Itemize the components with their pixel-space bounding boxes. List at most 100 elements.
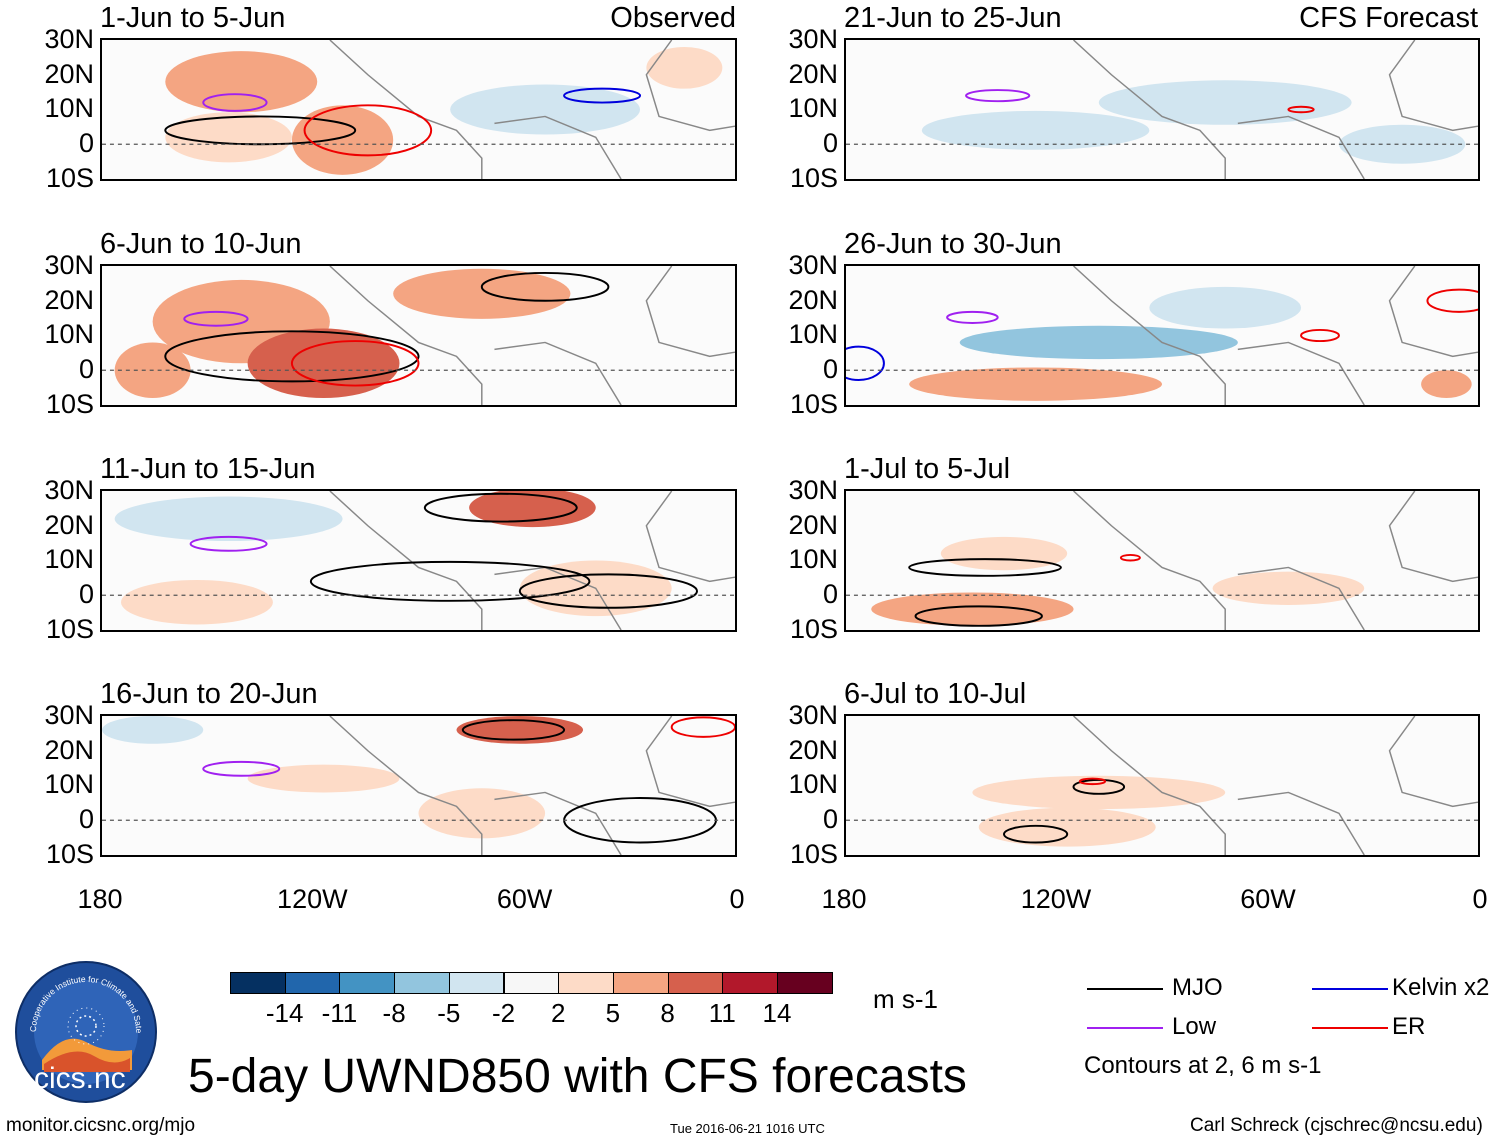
lat-tick-label: 10N <box>788 93 838 124</box>
colorbar-swatch <box>558 972 614 994</box>
legend-low-line <box>1087 1027 1163 1029</box>
colorbar-swatch <box>503 972 560 994</box>
lat-tick-label: 10N <box>44 544 94 575</box>
fcst-map-panel <box>844 264 1480 407</box>
period-label: 21-Jun to 25-Jun <box>844 2 1062 34</box>
coastline-africa <box>1388 266 1478 358</box>
wind-anomaly-shade <box>120 579 273 625</box>
wave-contour <box>965 89 1031 103</box>
forecast-label: CFS Forecast <box>1299 2 1478 34</box>
coastline <box>1073 266 1365 405</box>
colorbar-swatch <box>667 972 724 994</box>
wave-contour <box>202 760 281 777</box>
period-label: 6-Jul to 10-Jul <box>844 678 1027 710</box>
wind-anomaly-shade <box>291 105 394 175</box>
period-label: 1-Jun to 5-Jun <box>100 2 286 34</box>
lon-tick-label: 180 <box>821 884 867 914</box>
lat-tick-label: 10S <box>45 613 94 644</box>
period-label: 6-Jun to 10-Jun <box>100 228 302 260</box>
wind-anomaly-shade <box>646 46 723 89</box>
wave-contour <box>846 345 885 381</box>
wave-contour <box>1003 824 1069 844</box>
lon-tick-label: 0 <box>1472 884 1488 914</box>
wind-anomaly-shade <box>450 84 641 135</box>
lat-tick-label: 20N <box>788 734 838 765</box>
lat-tick-label: 0 <box>78 128 94 159</box>
coastline <box>1073 716 1365 855</box>
period-label: 11-Jun to 15-Jun <box>100 453 316 485</box>
footer-url: monitor.cicsnc.org/mjo <box>6 1115 196 1136</box>
lat-tick-label: 10S <box>789 388 838 419</box>
footer-author: Carl Schreck (cjschrec@ncsu.edu) <box>1190 1115 1483 1136</box>
wind-anomaly-shade <box>1149 286 1302 329</box>
period-label: 16-Jun to 20-Jun <box>100 678 318 710</box>
wave-contour <box>1078 777 1107 786</box>
wind-anomaly-shade <box>102 716 204 744</box>
wind-anomaly-shade <box>909 367 1162 401</box>
lat-tick-label: 10N <box>44 769 94 800</box>
lat-tick-label: 0 <box>78 354 94 385</box>
period-label: 26-Jun to 30-Jun <box>844 228 1062 260</box>
wave-contour <box>202 93 268 112</box>
lat-tick-label: 0 <box>822 804 838 835</box>
coastline <box>329 491 622 630</box>
colorbar-swatch <box>777 972 833 994</box>
wind-anomaly-shade <box>247 764 400 793</box>
lat-tick-label: 30N <box>788 250 838 280</box>
lat-tick-label: 10S <box>789 838 838 869</box>
coastline-africa <box>645 40 735 132</box>
wave-contour <box>1287 105 1315 114</box>
wave-contour <box>914 605 1043 627</box>
wave-contour <box>189 535 268 552</box>
wave-contour <box>423 492 578 523</box>
wave-contour <box>908 558 1062 577</box>
legend-low-label: Low <box>1172 1013 1217 1040</box>
fcst-map-panel <box>844 714 1480 857</box>
fcst-map-panel <box>844 38 1480 181</box>
lat-tick-label: 10S <box>789 613 838 644</box>
wind-anomaly-shade <box>247 328 400 399</box>
colorbar-swatch <box>339 972 396 994</box>
colorbar-tick-label: -2 <box>491 998 516 1028</box>
lat-tick-label: 20N <box>788 509 838 540</box>
lat-tick-label: 20N <box>44 734 94 765</box>
coastline <box>329 266 622 405</box>
cics-logo: Cooperative Institute for Climate and Sa… <box>12 952 158 1104</box>
period-label: 1-Jul to 5-Jul <box>844 453 1011 485</box>
footer-timestamp: Tue 2016-06-21 1016 UTC <box>670 1121 825 1136</box>
wind-anomaly-shade <box>114 496 343 542</box>
wind-anomaly-shade <box>959 325 1238 360</box>
wind-anomaly-shade <box>1212 571 1365 605</box>
wave-contour <box>1072 778 1126 795</box>
legend-er-line <box>1312 1027 1388 1029</box>
main-title: 5-day UWND850 with CFS forecasts <box>188 1050 967 1103</box>
lat-tick-label: 30N <box>788 700 838 730</box>
wind-anomaly-shade <box>871 592 1074 626</box>
colorbar-swatch <box>284 972 341 994</box>
coastline <box>329 40 622 179</box>
legend-er-label: ER <box>1392 1013 1426 1040</box>
lat-tick-label: 10N <box>44 93 94 124</box>
wave-contour <box>563 87 642 104</box>
lat-tick-label: 30N <box>44 700 94 730</box>
wave-contour <box>480 271 610 302</box>
lon-tick-label: 120W <box>1020 884 1092 914</box>
colorbar-swatch <box>722 972 778 994</box>
wind-anomaly-shade <box>972 775 1226 810</box>
wind-anomaly-shade <box>165 51 318 113</box>
lat-tick-label: 10S <box>45 838 94 869</box>
lon-tick-label: 60W <box>1240 884 1296 914</box>
colorbar-tick-label: 11 <box>708 998 736 1028</box>
coastline <box>1073 491 1365 630</box>
lat-tick-label: 20N <box>788 58 838 89</box>
lat-tick-label: 30N <box>44 475 94 505</box>
coastline-africa <box>645 266 735 358</box>
wave-contour <box>183 310 249 327</box>
legend-note: Contours at 2, 6 m s-1 <box>1084 1052 1322 1079</box>
wind-anomaly-shade <box>1421 370 1472 399</box>
colorbar-tick-label: 14 <box>762 998 792 1028</box>
coastline-africa <box>645 491 735 583</box>
colorbar-swatch <box>394 972 450 994</box>
obs-map-panel <box>100 264 737 407</box>
lat-tick-label: 0 <box>78 579 94 610</box>
